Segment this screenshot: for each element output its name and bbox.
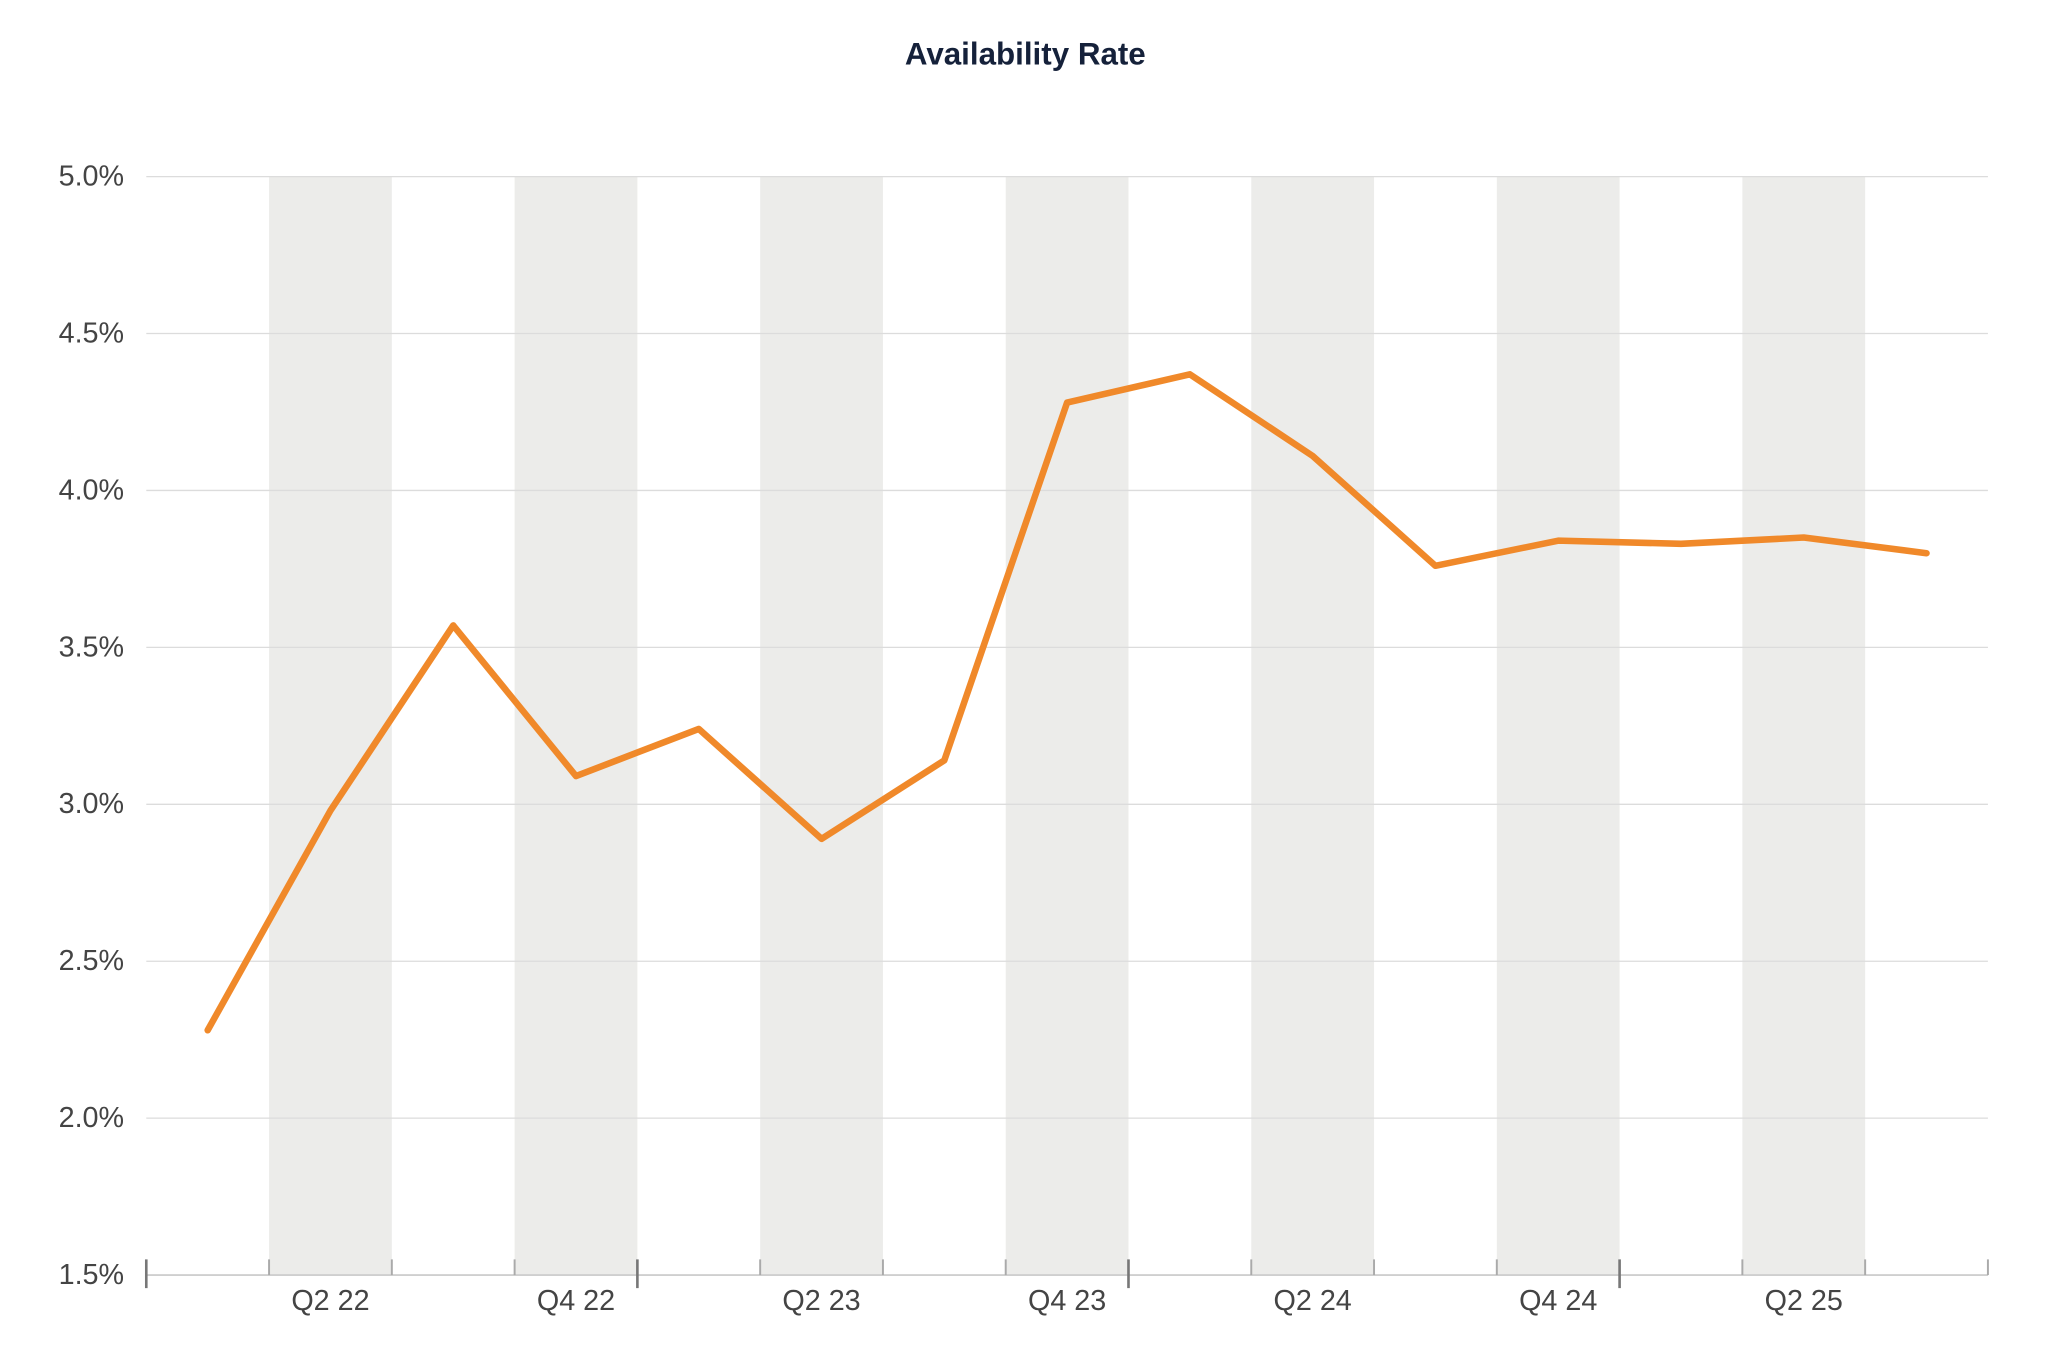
column-band bbox=[1005, 176, 1129, 1276]
y-tick-label: 4.0% bbox=[59, 474, 124, 506]
column-band bbox=[1496, 176, 1620, 1276]
y-tick-label: 5.0% bbox=[59, 161, 124, 193]
y-tick-label: 3.5% bbox=[59, 631, 124, 663]
y-tick-label: 2.5% bbox=[59, 945, 124, 977]
column-band bbox=[1742, 176, 1866, 1276]
x-tick-label: Q2 24 bbox=[1274, 1285, 1352, 1317]
column-band bbox=[760, 176, 883, 1276]
y-tick-label: 1.5% bbox=[59, 1259, 124, 1291]
y-tick-label: 4.5% bbox=[59, 317, 124, 349]
y-tick-label: 2.0% bbox=[59, 1102, 124, 1134]
column-band bbox=[269, 176, 392, 1276]
x-tick-label: Q4 23 bbox=[1028, 1285, 1106, 1317]
x-tick-label: Q4 22 bbox=[537, 1285, 615, 1317]
column-band bbox=[1251, 176, 1375, 1276]
x-tick-label: Q2 22 bbox=[291, 1285, 369, 1317]
x-tick-label: Q4 24 bbox=[1519, 1285, 1597, 1317]
chart-title: Availability Rate bbox=[905, 37, 1146, 72]
y-tick-label: 3.0% bbox=[59, 788, 124, 820]
x-tick-label: Q2 23 bbox=[782, 1285, 860, 1317]
data-line bbox=[204, 371, 1930, 1034]
x-tick-label: Q2 25 bbox=[1765, 1285, 1843, 1317]
